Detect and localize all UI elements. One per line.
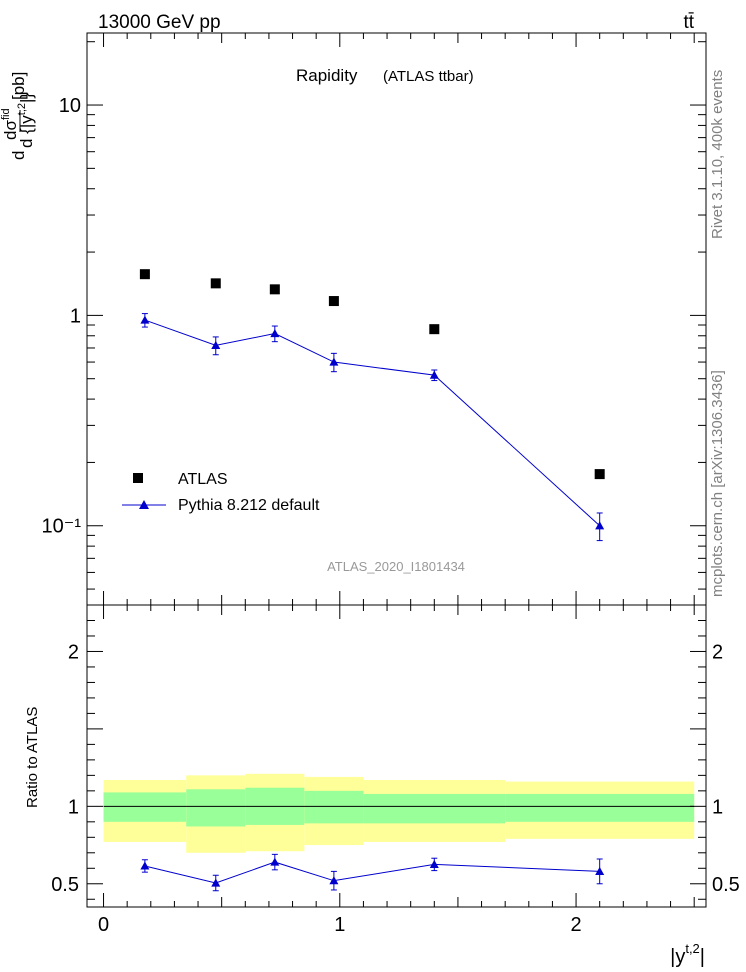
svg-text:dσfid: dσfid xyxy=(0,108,20,140)
y-tick-label-right: 0.5 xyxy=(712,874,740,896)
main-y-tick-labels: 10⁻¹ 1 10 xyxy=(42,95,82,538)
y-tick-label: 10 xyxy=(59,95,81,117)
y-tick-label-right: 1 xyxy=(712,796,723,818)
y-tick-label: 1 xyxy=(70,305,81,327)
pythia-ratio-point xyxy=(329,876,339,885)
atlas-data-point xyxy=(210,278,221,289)
inner-uncertainty-band xyxy=(186,789,246,827)
chart-subtitle: (ATLAS ttbar) xyxy=(383,68,474,85)
y-tick-label-right: 2 xyxy=(712,641,723,663)
pythia-ratio-point xyxy=(595,866,605,875)
legend-atlas-marker xyxy=(133,473,143,483)
x-tick-label: 0 xyxy=(98,914,109,936)
ratio-uncertainty-bands xyxy=(103,773,695,853)
ratio-axis-ticks xyxy=(87,604,706,907)
x-axis-label: |yt,2| xyxy=(670,941,705,968)
pythia-line xyxy=(144,319,601,527)
legend-atlas-label: ATLAS xyxy=(178,471,228,488)
svg-text:d {|yt,2|}: d {|yt,2|} xyxy=(16,93,36,148)
process-label: tt̄ xyxy=(683,12,694,33)
x-tick-labels: 0 1 2 xyxy=(98,914,582,936)
pythia-ratio-point xyxy=(429,859,439,869)
main-panel: 10⁻¹ 1 10 Rapidity (ATLAS ttbar) ATLAS_202… xyxy=(0,32,707,606)
atlas-data-point xyxy=(594,469,605,480)
legend-pythia-marker xyxy=(139,500,149,509)
mcplots-label: mcplots.cern.ch [arXiv:1306.3436] xyxy=(709,370,726,597)
pythia-ratio-line xyxy=(144,861,600,884)
pythia-ratio-point xyxy=(270,857,280,866)
y-tick-label: 2 xyxy=(68,641,79,663)
ratio-data-marks xyxy=(140,853,605,892)
main-data-marks xyxy=(139,269,605,542)
y-tick-label: 10⁻¹ xyxy=(42,516,82,538)
pythia-ratio-point xyxy=(211,878,221,887)
main-axis-ticks xyxy=(87,33,706,605)
pythia-ratio-point xyxy=(140,861,150,870)
y-tick-label: 1 xyxy=(68,796,79,818)
inner-uncertainty-band xyxy=(363,793,506,824)
analysis-watermark: ATLAS_2020_I1801434 xyxy=(327,559,465,574)
ratio-panel: 0.5 0.5 1 1 2 2 0 1 2 Ratio to ATLAS |yt,2| xyxy=(24,604,740,968)
atlas-data-point xyxy=(328,296,339,307)
chart-title: Rapidity xyxy=(296,66,358,85)
inner-uncertainty-band xyxy=(505,793,695,822)
ratio-y-tick-labels: 0.5 0.5 1 1 2 2 xyxy=(51,641,740,895)
rivet-version-label: Rivet 3.1.10, 400k events xyxy=(709,70,726,239)
pythia-data-point xyxy=(211,340,221,350)
atlas-data-point xyxy=(139,269,150,280)
legend: ATLAS Pythia 8.212 default xyxy=(122,471,320,514)
pythia-data-point xyxy=(429,370,439,379)
inner-uncertainty-band xyxy=(304,790,364,824)
x-tick-label: 2 xyxy=(570,914,581,936)
pythia-data-point xyxy=(595,521,605,530)
inner-uncertainty-band xyxy=(103,792,187,822)
svg-text:d: d xyxy=(9,151,28,160)
ratio-y-axis-label: Ratio to ATLAS xyxy=(24,707,41,808)
pythia-data-point xyxy=(329,357,339,366)
y-tick-label: 0.5 xyxy=(51,874,79,896)
atlas-data-point xyxy=(429,324,440,335)
ratio-plot-frame xyxy=(86,604,707,908)
pythia-data-point xyxy=(140,315,150,324)
svg-text:[pb]: [pb] xyxy=(9,72,28,100)
atlas-data-point xyxy=(269,284,280,295)
energy-label: 13000 GeV pp xyxy=(98,12,221,33)
legend-pythia-label: Pythia 8.212 default xyxy=(178,497,320,514)
main-y-axis-label: d dσfid d {|yt,2|} [pb] xyxy=(0,72,36,160)
main-plot-frame xyxy=(86,32,707,606)
pythia-data-point xyxy=(270,329,280,338)
x-tick-label: 1 xyxy=(334,914,345,936)
